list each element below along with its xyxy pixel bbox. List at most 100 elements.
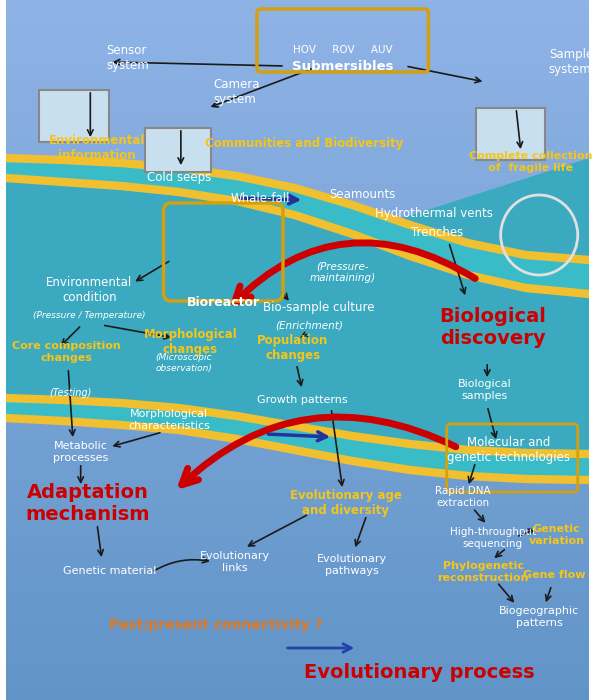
Bar <box>5 9 589 10</box>
Bar <box>5 129 589 130</box>
Bar <box>5 131 589 132</box>
Bar <box>5 108 589 109</box>
Bar <box>5 414 589 415</box>
Text: (Testing): (Testing) <box>49 388 92 398</box>
Bar <box>5 73 589 74</box>
Text: Environmental
condition: Environmental condition <box>46 276 133 304</box>
Bar <box>5 135 589 136</box>
Bar <box>5 223 589 224</box>
Bar <box>5 447 589 448</box>
Bar <box>5 473 589 474</box>
Bar <box>5 307 589 308</box>
Bar <box>5 521 589 522</box>
Bar <box>5 680 589 681</box>
Bar <box>5 344 589 345</box>
Bar <box>5 417 589 418</box>
Bar <box>5 540 589 541</box>
Text: Bioreactor: Bioreactor <box>187 295 260 309</box>
Bar <box>5 657 589 658</box>
Bar <box>5 340 589 341</box>
Bar <box>5 554 589 555</box>
Bar <box>5 544 589 545</box>
Bar <box>5 437 589 438</box>
Bar <box>5 237 589 238</box>
Bar <box>5 582 589 583</box>
Bar <box>5 62 589 63</box>
Bar <box>5 502 589 503</box>
Bar <box>5 63 589 64</box>
Bar <box>5 463 589 464</box>
Bar <box>5 603 589 604</box>
Bar <box>5 629 589 630</box>
Bar <box>5 369 589 370</box>
Bar <box>5 651 589 652</box>
Bar <box>5 177 589 178</box>
Bar <box>5 624 589 625</box>
Bar <box>5 692 589 693</box>
Bar <box>5 126 589 127</box>
Bar <box>5 485 589 486</box>
Bar <box>5 376 589 377</box>
Bar <box>5 682 589 683</box>
Bar <box>5 423 589 424</box>
Bar <box>5 142 589 143</box>
Bar <box>5 271 589 272</box>
Bar <box>5 488 589 489</box>
Bar <box>5 319 589 320</box>
Bar <box>5 362 589 363</box>
Bar <box>5 691 589 692</box>
Bar <box>5 670 589 671</box>
Bar <box>5 305 589 306</box>
Bar <box>5 309 589 310</box>
Bar <box>5 5 589 6</box>
Bar <box>5 366 589 367</box>
Bar <box>5 49 589 50</box>
Bar <box>5 605 589 606</box>
Bar <box>5 258 589 259</box>
Bar <box>5 140 589 141</box>
Text: Rapid DNA
extraction: Rapid DNA extraction <box>435 486 491 507</box>
Bar <box>5 418 589 419</box>
Bar <box>5 211 589 212</box>
Bar <box>5 402 589 403</box>
Bar <box>5 495 589 496</box>
Bar <box>5 545 589 546</box>
Bar <box>5 497 589 498</box>
Bar <box>5 165 589 166</box>
Bar <box>5 275 589 276</box>
Bar <box>5 51 589 52</box>
Bar <box>5 428 589 429</box>
Bar <box>5 477 589 478</box>
Bar <box>5 115 589 116</box>
Bar <box>5 353 589 354</box>
Bar <box>5 566 589 567</box>
Bar <box>5 662 589 663</box>
Bar <box>5 690 589 691</box>
Bar <box>5 206 589 207</box>
Bar <box>5 436 589 437</box>
Bar <box>5 479 589 480</box>
Bar <box>5 7 589 8</box>
Bar <box>5 2 589 3</box>
Bar <box>5 243 589 244</box>
Bar <box>5 308 589 309</box>
Bar <box>5 421 589 422</box>
Bar <box>5 188 589 189</box>
Text: (Pressure-
maintaining): (Pressure- maintaining) <box>310 261 376 283</box>
Bar <box>5 553 589 554</box>
Bar <box>5 57 589 58</box>
Bar <box>5 6 589 7</box>
Bar <box>5 181 589 182</box>
Bar <box>5 132 589 133</box>
Bar <box>5 500 589 501</box>
Bar <box>5 213 589 214</box>
Bar <box>5 98 589 99</box>
Bar <box>5 386 589 387</box>
Bar <box>5 653 589 654</box>
Bar <box>5 513 589 514</box>
Bar <box>5 324 589 325</box>
Bar <box>5 619 589 620</box>
Bar <box>5 357 589 358</box>
Bar <box>5 643 589 644</box>
Bar <box>5 452 589 453</box>
